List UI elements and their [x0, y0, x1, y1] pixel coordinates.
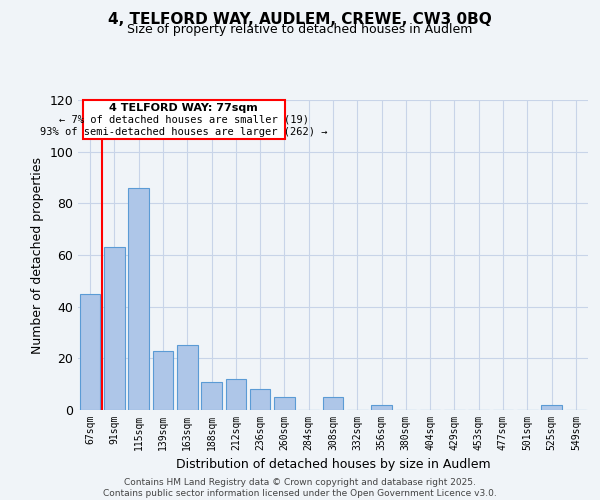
Bar — [152, 350, 173, 410]
Text: 4 TELFORD WAY: 77sqm: 4 TELFORD WAY: 77sqm — [109, 103, 258, 113]
Bar — [104, 247, 125, 410]
Bar — [541, 405, 562, 410]
Bar — [177, 346, 197, 410]
Bar — [274, 397, 295, 410]
Bar — [371, 405, 392, 410]
Text: 4, TELFORD WAY, AUDLEM, CREWE, CW3 0BQ: 4, TELFORD WAY, AUDLEM, CREWE, CW3 0BQ — [108, 12, 492, 28]
Text: ← 7% of detached houses are smaller (19): ← 7% of detached houses are smaller (19) — [59, 115, 309, 125]
Bar — [80, 294, 100, 410]
Bar — [226, 379, 246, 410]
FancyBboxPatch shape — [83, 100, 284, 138]
Bar — [323, 397, 343, 410]
Text: 93% of semi-detached houses are larger (262) →: 93% of semi-detached houses are larger (… — [40, 128, 328, 138]
X-axis label: Distribution of detached houses by size in Audlem: Distribution of detached houses by size … — [176, 458, 490, 471]
Bar — [201, 382, 222, 410]
Bar — [250, 390, 271, 410]
Text: Size of property relative to detached houses in Audlem: Size of property relative to detached ho… — [127, 22, 473, 36]
Text: Contains HM Land Registry data © Crown copyright and database right 2025.
Contai: Contains HM Land Registry data © Crown c… — [103, 478, 497, 498]
Y-axis label: Number of detached properties: Number of detached properties — [31, 156, 44, 354]
Bar — [128, 188, 149, 410]
